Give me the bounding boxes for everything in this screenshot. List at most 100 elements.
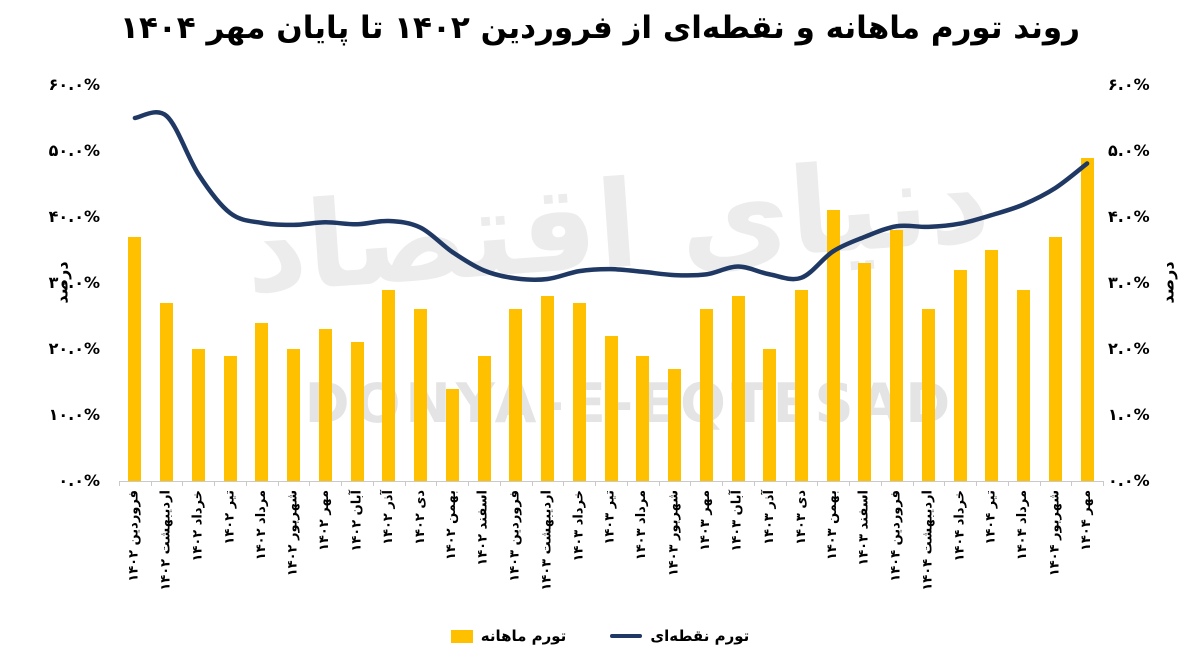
point-to-point-inflation-line xyxy=(132,110,1090,283)
x-axis-label: دی ۱۴۰۲ xyxy=(412,490,428,545)
bar-مهر ۱۴۰۳ xyxy=(699,309,713,481)
x-axis-label: مرداد ۱۴۰۲ xyxy=(253,490,269,561)
bar-بهمن ۱۴۰۲ xyxy=(445,388,459,481)
x-axis-tick xyxy=(1103,481,1104,486)
legend-item-point-to-point: تورم نقطه‌ای xyxy=(576,627,749,645)
x-axis-label: تیر ۱۴۰۴ xyxy=(983,490,999,545)
bar-آبان ۱۴۰۲ xyxy=(350,342,364,481)
right-y-axis-label: ۵.۰% xyxy=(1108,141,1150,160)
right-y-axis-label: ۰.۰% xyxy=(1108,471,1150,490)
bar-مرداد ۱۴۰۲ xyxy=(255,322,269,481)
x-axis-tick xyxy=(214,481,216,486)
left-y-axis-label: ۵۰.۰% xyxy=(48,141,100,160)
left-y-axis-label: ۲۰.۰% xyxy=(48,339,100,358)
x-axis-label: آذر ۱۴۰۲ xyxy=(380,490,396,545)
bar-مرداد ۱۴۰۳ xyxy=(636,355,650,481)
bar-آبان ۱۴۰۳ xyxy=(731,296,745,481)
chart-title: روند تورم ماهانه و نقطه‌ای از فروردین ۱۴… xyxy=(120,10,1080,46)
bar-مرداد ۱۴۰۴ xyxy=(1017,289,1031,481)
x-axis-label: اردیبهشت ۱۴۰۳ xyxy=(539,490,555,591)
x-axis-label: خرداد ۱۴۰۳ xyxy=(571,490,587,562)
x-axis-tick xyxy=(245,481,247,486)
x-axis-label: فروردین ۱۴۰۳ xyxy=(507,490,523,582)
x-axis-label: شهریور ۱۴۰۴ xyxy=(1047,490,1063,577)
x-axis-label: اسفند ۱۴۰۳ xyxy=(856,490,872,566)
x-axis-tick xyxy=(912,481,914,486)
left-y-axis-label: ۰.۰% xyxy=(58,471,100,490)
x-axis-label: خرداد ۱۴۰۲ xyxy=(190,490,206,562)
left-y-axis-label: ۶۰.۰% xyxy=(48,75,100,94)
x-axis-tick xyxy=(753,481,755,486)
x-axis-tick xyxy=(722,481,724,486)
bar-خرداد ۱۴۰۴ xyxy=(953,269,967,481)
bar-فروردین ۱۴۰۲ xyxy=(128,236,142,481)
x-axis-tick xyxy=(499,481,501,486)
x-axis-tick xyxy=(309,481,311,486)
bar-فروردین ۱۴۰۴ xyxy=(890,230,904,481)
legend-line-swatch xyxy=(610,634,643,638)
bar-دی ۱۴۰۳ xyxy=(795,289,808,481)
x-axis-tick xyxy=(1071,481,1073,486)
bar-آذر ۱۴۰۲ xyxy=(382,289,396,481)
x-axis-label: آبان ۱۴۰۲ xyxy=(349,490,365,552)
left-y-axis-label: ۴۰.۰% xyxy=(48,207,100,226)
x-axis-label: اردیبهشت ۱۴۰۴ xyxy=(920,490,936,591)
x-axis-label: آذر ۱۴۰۳ xyxy=(761,490,777,545)
bar-خرداد ۱۴۰۲ xyxy=(191,349,205,481)
x-axis-tick xyxy=(595,481,597,486)
bar-خرداد ۱۴۰۳ xyxy=(572,302,586,481)
bar-شهریور ۱۴۰۴ xyxy=(1048,236,1062,481)
x-axis-tick xyxy=(880,481,882,486)
legend-bar-swatch xyxy=(450,629,473,643)
x-axis-label: خرداد ۱۴۰۴ xyxy=(952,490,968,562)
bar-فروردین ۱۴۰۳ xyxy=(509,309,523,481)
bar-تیر ۱۴۰۲ xyxy=(223,355,237,481)
x-axis-tick xyxy=(119,481,120,486)
x-axis-tick xyxy=(563,481,565,486)
bar-اردیبهشت ۱۴۰۴ xyxy=(921,309,935,481)
x-axis-tick xyxy=(658,481,660,486)
x-axis-line xyxy=(119,481,1103,482)
right-y-axis-label: ۳.۰% xyxy=(1108,273,1150,292)
bar-تیر ۱۴۰۳ xyxy=(604,335,618,481)
legend-line-label: تورم نقطه‌ای xyxy=(650,627,750,645)
x-axis-label: شهریور ۱۴۰۳ xyxy=(666,490,682,577)
x-axis-tick xyxy=(182,481,184,486)
x-axis-tick xyxy=(1007,481,1009,486)
legend-item-monthly: تورم ماهانه xyxy=(450,627,566,645)
x-axis-label: بهمن ۱۴۰۲ xyxy=(444,490,460,561)
bar-اردیبهشت ۱۴۰۲ xyxy=(160,302,174,481)
x-axis-tick xyxy=(341,481,343,486)
x-axis-tick xyxy=(404,481,406,486)
x-axis-tick xyxy=(626,481,628,486)
x-axis-label: فروردین ۱۴۰۲ xyxy=(126,490,142,582)
x-axis-tick xyxy=(277,481,279,486)
x-axis-tick xyxy=(531,481,533,486)
x-axis-tick xyxy=(785,481,787,486)
x-axis-label: آبان ۱۴۰۳ xyxy=(730,490,745,552)
x-axis-tick xyxy=(150,481,152,486)
x-axis-label: مرداد ۱۴۰۴ xyxy=(1015,490,1031,561)
left-y-axis-label: ۳۰.۰% xyxy=(48,273,100,292)
right-y-axis-label: ۶.۰% xyxy=(1108,75,1150,94)
right-y-axis-label: ۱.۰% xyxy=(1108,405,1150,424)
x-axis-tick xyxy=(976,481,978,486)
right-y-axis-label: ۲.۰% xyxy=(1108,339,1150,358)
x-axis-label: اسفند ۱۴۰۲ xyxy=(476,490,491,566)
x-axis-tick xyxy=(817,481,819,486)
x-axis-label: مرداد ۱۴۰۳ xyxy=(634,490,650,561)
bar-تیر ۱۴۰۴ xyxy=(985,250,999,481)
bar-مهر ۱۴۰۲ xyxy=(318,329,332,481)
bar-مهر ۱۴۰۴ xyxy=(1080,157,1094,481)
bar-آذر ۱۴۰۳ xyxy=(763,349,777,481)
left-y-axis-label: ۱۰.۰% xyxy=(48,405,100,424)
x-axis-tick xyxy=(1039,481,1041,486)
x-axis-tick xyxy=(436,481,438,486)
plot-area xyxy=(119,85,1104,486)
x-axis-label: اردیبهشت ۱۴۰۲ xyxy=(158,490,174,591)
bar-شهریور ۱۴۰۳ xyxy=(668,368,681,481)
bar-دی ۱۴۰۲ xyxy=(414,309,427,481)
x-axis-tick xyxy=(690,481,692,486)
x-axis-label: دی ۱۴۰۳ xyxy=(793,490,809,545)
x-axis-label: بهمن ۱۴۰۳ xyxy=(825,490,841,561)
